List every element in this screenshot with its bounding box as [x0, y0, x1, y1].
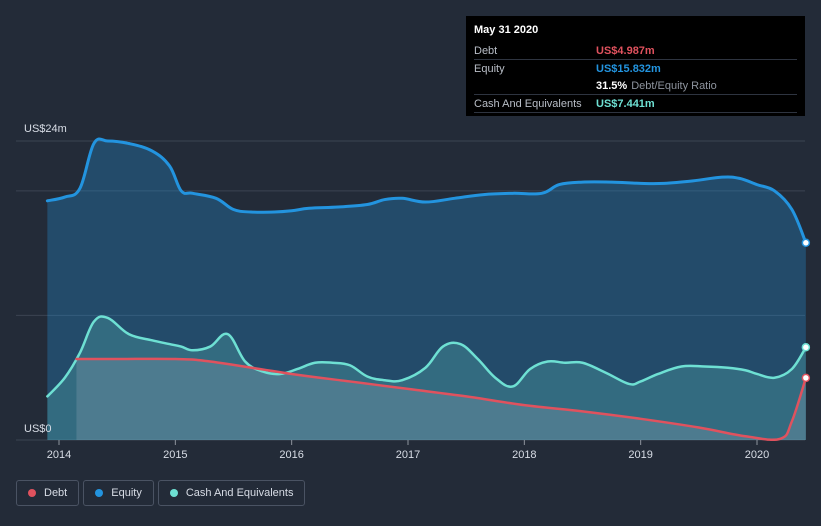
legend-cash-label: Cash And Equivalents	[185, 487, 294, 499]
x-tick-label: 2015	[163, 449, 187, 461]
cash-line	[46, 315, 808, 398]
x-tick-label: 2018	[512, 449, 536, 461]
cash-dot-icon	[169, 489, 178, 497]
legend-debt-label: Debt	[44, 487, 68, 499]
tooltip-equity-value: US$15.832m	[596, 62, 661, 75]
tooltip-cash-value: US$7.441m	[596, 97, 655, 110]
legend-item-debt[interactable]: Debt	[16, 480, 80, 506]
x-tick-label: 2016	[279, 449, 303, 461]
debt-dot-icon	[28, 489, 36, 497]
equity-line	[45, 137, 808, 245]
x-tick-label: 2019	[628, 449, 652, 461]
end-markers	[801, 238, 811, 383]
tooltip-row-cash: Cash And Equivalents US$7.441m	[474, 95, 797, 113]
debt-line	[75, 357, 808, 442]
equity-end-marker	[801, 238, 811, 248]
chart-legend: Debt Equity Cash And Equivalents	[16, 480, 306, 506]
x-axis-ticks: 2014 2015 2016 2017 2018 2019 2020	[47, 440, 769, 461]
tooltip-ratio-label: Debt/Equity Ratio	[631, 79, 717, 92]
tooltip-equity-label: Equity	[474, 62, 505, 75]
tooltip-date: May 31 2020	[474, 24, 539, 36]
tooltip-debt-value: US$4.987m	[596, 44, 655, 57]
legend-item-equity[interactable]: Equity	[83, 480, 154, 506]
tooltip-row-equity: Equity US$15.832m	[474, 60, 797, 77]
cash-end-marker	[801, 343, 811, 352]
tooltip-ratio-value: 31.5%	[596, 79, 628, 92]
legend-equity-label: Equity	[111, 487, 142, 499]
tooltip-row-ratio: 31.5% Debt/Equity Ratio	[474, 77, 797, 95]
x-tick-label: 2020	[745, 449, 769, 461]
debt-area	[76, 358, 806, 440]
tooltip-debt-label: Debt	[474, 44, 498, 57]
tooltip-cash-label: Cash And Equivalents	[474, 97, 582, 110]
grid-lines	[16, 140, 805, 441]
equity-dot-icon	[95, 489, 104, 497]
series-areas	[47, 138, 806, 440]
tooltip-row-debt: Debt US$4.987m	[474, 42, 797, 60]
cash-area	[47, 316, 806, 440]
debt-end-marker	[801, 373, 811, 383]
x-tick-label: 2014	[47, 449, 71, 461]
series-lines	[45, 137, 808, 442]
tooltip-panel: May 31 2020 Debt US$4.987m Equity US$15.…	[466, 16, 805, 116]
y-axis-top-label: US$24m	[24, 123, 67, 135]
y-axis-bottom-label: US$0	[24, 423, 52, 435]
x-tick-label: 2017	[396, 449, 420, 461]
legend-item-cash[interactable]: Cash And Equivalents	[157, 480, 306, 506]
